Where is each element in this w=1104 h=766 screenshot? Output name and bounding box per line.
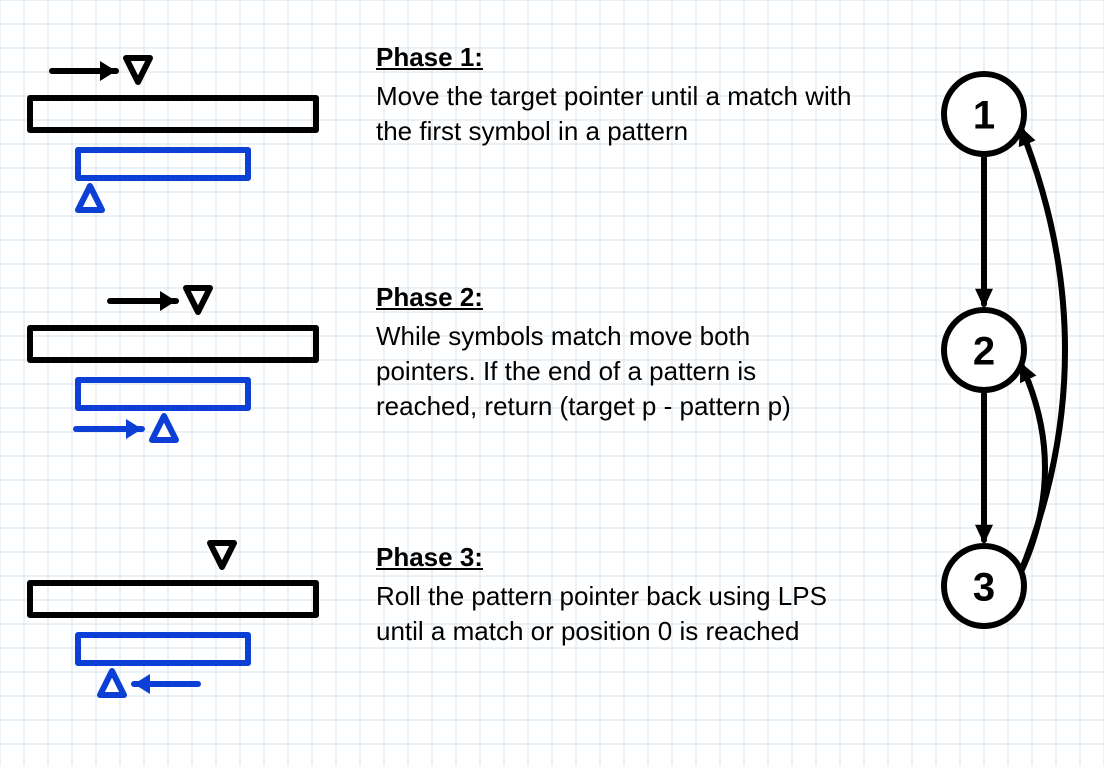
svg-text:3: 3	[973, 566, 995, 610]
svg-text:1: 1	[973, 94, 995, 138]
svg-text:2: 2	[973, 330, 995, 374]
state-graph: 1 2 3	[0, 0, 1104, 766]
content-layer: Phase 1: Move the target pointer until a…	[0, 0, 1104, 766]
